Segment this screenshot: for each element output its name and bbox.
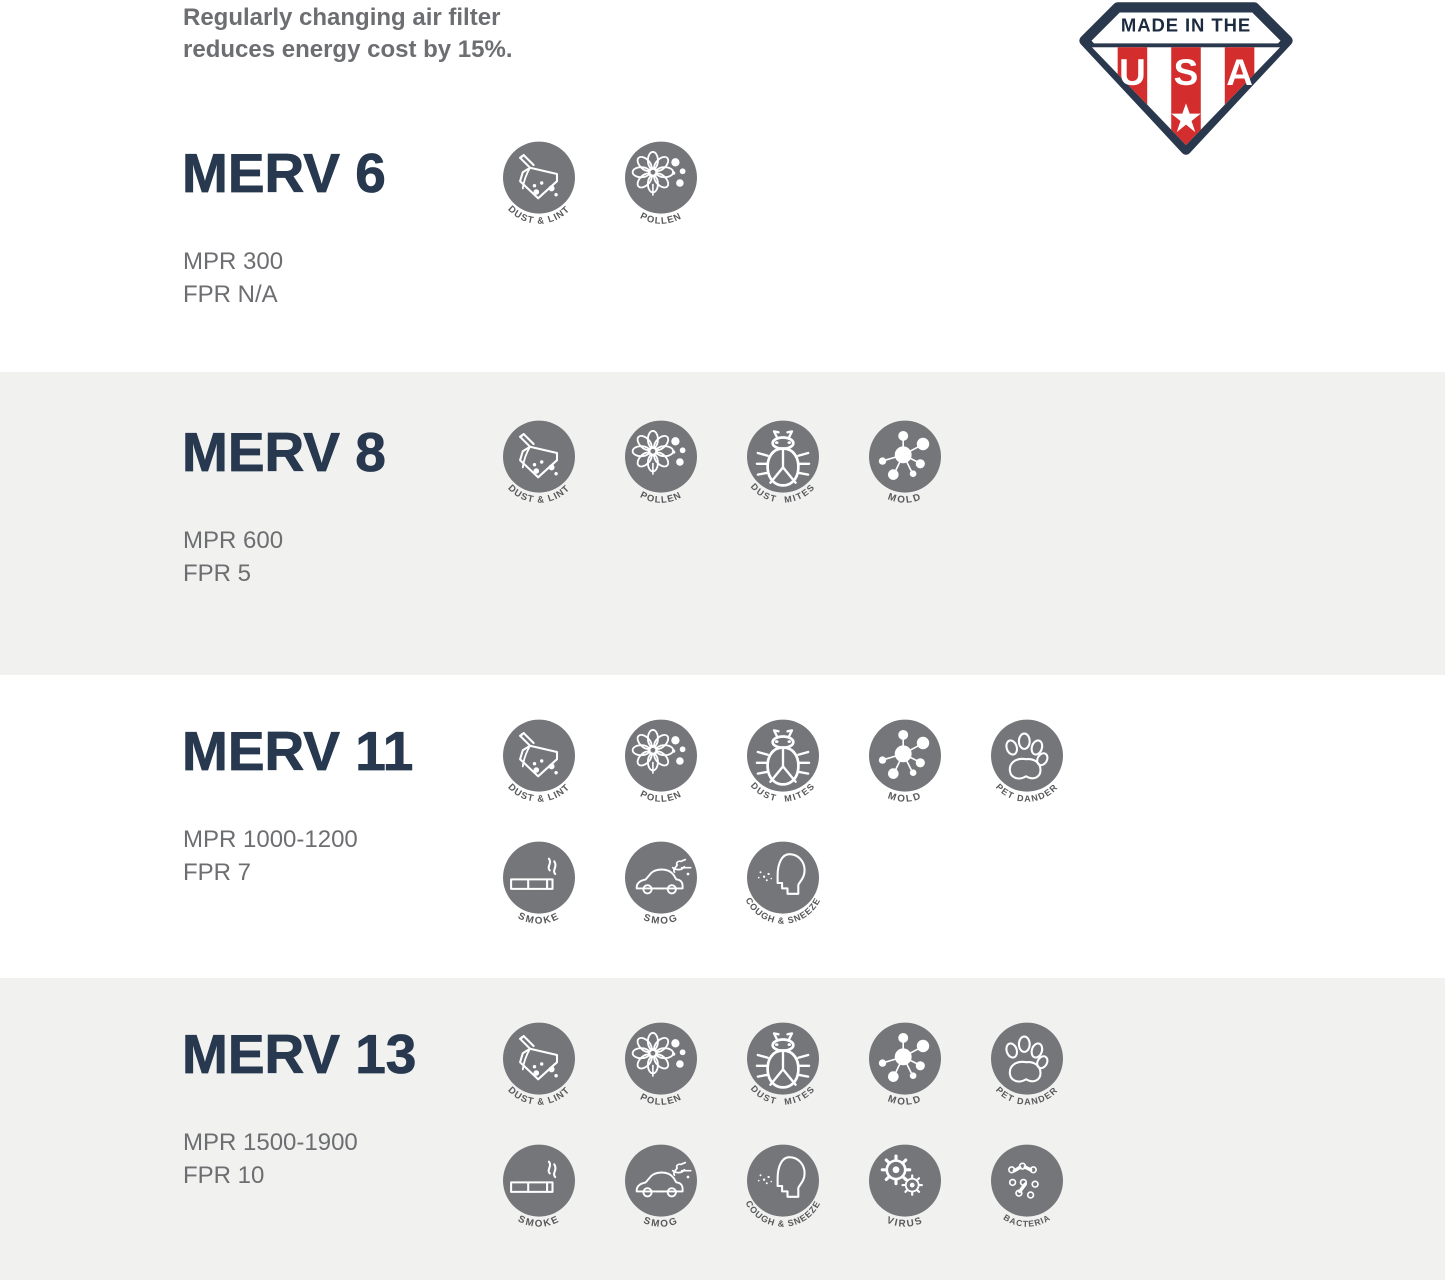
svg-text:VIRUS: VIRUS	[885, 1215, 925, 1230]
svg-text:U: U	[1119, 52, 1146, 93]
svg-text:MOLD: MOLD	[886, 791, 923, 806]
svg-text:SMOG: SMOG	[642, 1216, 680, 1231]
svg-text:MOLD: MOLD	[886, 1094, 923, 1109]
svg-text:A: A	[1226, 52, 1253, 93]
svg-text:MOLD: MOLD	[886, 492, 923, 507]
svg-text:S: S	[1174, 52, 1199, 93]
svg-text:SMOG: SMOG	[642, 913, 680, 928]
svg-text:MADE IN THE: MADE IN THE	[1121, 14, 1251, 35]
